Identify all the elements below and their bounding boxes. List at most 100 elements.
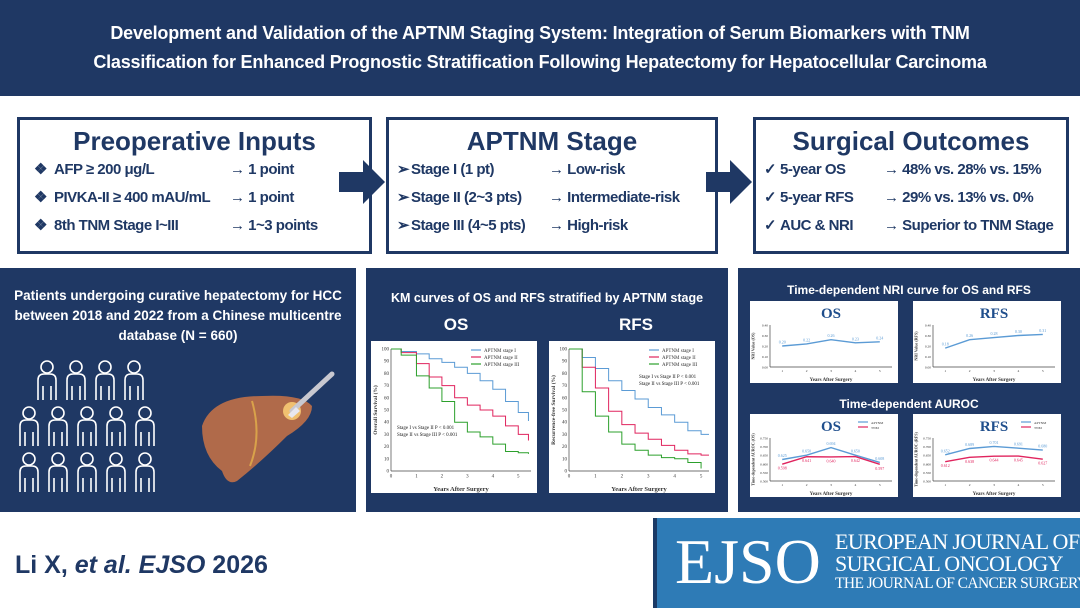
y-tick-label: 0.30 xyxy=(925,334,931,338)
chart-title: RFS xyxy=(980,306,1008,322)
x-tick-label: 5 xyxy=(700,475,703,480)
data-label: 0.680 xyxy=(1038,444,1047,449)
citation: Li X, et al. EJSO 2026 xyxy=(15,551,268,580)
x-tick-label: 5 xyxy=(879,483,881,487)
legend-label: APTNM stage III xyxy=(662,363,698,368)
x-tick-label: 2 xyxy=(969,483,971,487)
liver-scalpel-icon xyxy=(202,371,335,483)
legend-label: APTNM stage I xyxy=(662,349,694,354)
title-line-2: Classification for Enhanced Prognostic S… xyxy=(93,52,987,72)
list-item: ❖ AFP ≥ 200 μg/L → 1 point xyxy=(20,156,369,184)
list-item: ➢ Stage III (4~5 pts) → High-risk xyxy=(389,212,715,240)
y-tick-label: 100 xyxy=(560,348,568,353)
list-item: ➢ Stage I (1 pt) → Low-risk xyxy=(389,156,715,184)
x-tick-label: 5 xyxy=(1042,369,1044,373)
item-label: Stage II (2~3 pts) xyxy=(411,189,522,206)
y-axis-label: NRI Value (RFS) xyxy=(914,331,919,361)
y-tick-label: 0.10 xyxy=(925,355,931,359)
x-tick-label: 2 xyxy=(806,483,808,487)
item-bullet: ❖ xyxy=(34,161,47,178)
annotation: Stage I vs Stage II P < 0.001 xyxy=(397,426,455,431)
y-tick-label: 0.20 xyxy=(762,345,768,349)
series-line xyxy=(944,333,1043,349)
y-tick-label: 0.00 xyxy=(925,366,931,370)
logo-line-3: THE JOURNAL OF CANCER SURGERY xyxy=(835,575,1080,592)
citation-year: 2026 xyxy=(205,551,268,579)
y-tick-label: 0.700 xyxy=(923,445,931,449)
x-axis-label: Years After Surgery xyxy=(611,486,667,493)
y-tick-label: 80 xyxy=(384,372,390,377)
x-tick-label: 4 xyxy=(855,369,857,373)
legend-label: TNM xyxy=(871,426,880,430)
os-label: OS xyxy=(443,315,469,334)
x-tick-label: 2 xyxy=(969,369,971,373)
rfs-nri-chart: 0.00 0.10 0.20 0.30 0.40 1 2 3 4 5 Years After Sur… xyxy=(913,301,1061,383)
y-tick-label: 70 xyxy=(562,384,568,389)
series-line xyxy=(782,338,880,347)
km-curves-panel: KM curves of OS and RFS stratified by AP… xyxy=(366,268,728,512)
title-line-1: Development and Validation of the APTNM … xyxy=(110,23,970,43)
nri-heading: Time-dependent NRI curve for OS and RFS xyxy=(787,283,1031,297)
series-line xyxy=(782,446,880,464)
os-nri-chart: 0.00 0.10 0.20 0.30 0.40 1 2 3 4 5 Years After Sur… xyxy=(750,301,898,383)
x-tick-label: 3 xyxy=(647,475,650,480)
y-tick-label: 10 xyxy=(562,457,568,462)
x-tick-label: 2 xyxy=(806,369,808,373)
y-tick-label: 0.650 xyxy=(760,454,768,458)
list-item: ✓ AUC & NRI → Superior to TNM Stage xyxy=(756,212,1066,240)
arrow-right-icon xyxy=(339,160,385,204)
y-tick-label: 60 xyxy=(384,396,390,401)
item-label: AFP ≥ 200 μg/L xyxy=(54,161,155,178)
nri-auroc-panel: Time-dependent NRI curve for OS and RFS … xyxy=(738,268,1080,512)
auroc-heading: Time-dependent AUROC xyxy=(839,397,979,411)
preoperative-inputs-box: Preoperative Inputs ❖ AFP ≥ 200 μg/L → 1 p… xyxy=(17,117,372,254)
y-tick-label: 0.500 xyxy=(923,480,931,484)
data-label: 0.694 xyxy=(827,441,836,446)
y-tick-label: 40 xyxy=(384,421,390,426)
item-bullet: ➢ xyxy=(397,161,410,178)
y-tick-label: 40 xyxy=(562,421,568,426)
y-tick-label: 70 xyxy=(384,384,390,389)
series-line xyxy=(569,348,709,456)
data-label: 0.701 xyxy=(990,440,999,445)
data-label: 0.638 xyxy=(965,459,974,464)
x-tick-label: 4 xyxy=(492,475,495,480)
aptnm-stage-box: APTNM Stage ➢ Stage I (1 pt) → Low-risk ➢ St… xyxy=(386,117,718,254)
x-tick-label: 4 xyxy=(673,475,676,480)
logo-line-2: SURGICAL ONCOLOGY xyxy=(835,551,1064,576)
x-tick-label: 5 xyxy=(879,369,881,373)
y-axis-label: Time-dependent AUROC (RFS) xyxy=(914,432,919,487)
item-label: Stage I (1 pt) xyxy=(411,161,495,178)
os-km-chart: 0 10 20 30 40 50 60 70 80 90 100 0 1 2 3 4 5 Years After … xyxy=(371,341,537,493)
x-axis-label: Years After Surgery xyxy=(973,492,1016,497)
data-label: 0.645 xyxy=(1014,458,1023,463)
chart-title: OS xyxy=(821,306,841,322)
x-tick-label: 0 xyxy=(390,475,393,480)
item-bullet: ➢ xyxy=(397,189,410,206)
y-axis-label: Time-dependent AUROC (OS) xyxy=(751,433,756,486)
data-label: 0.642 xyxy=(851,458,860,463)
x-axis-label: Years After Surgery xyxy=(433,486,489,493)
y-tick-label: 90 xyxy=(384,360,390,365)
x-tick-label: 1 xyxy=(944,369,946,373)
data-label: 0.22 xyxy=(803,337,810,342)
citation-etal: et al. xyxy=(74,551,139,579)
box-heading: APTNM Stage xyxy=(466,126,638,156)
item-result: → 1 point xyxy=(230,189,294,206)
chart-title: OS xyxy=(821,419,841,435)
y-tick-label: 0.600 xyxy=(760,462,768,466)
legend-label: APTNM stage III xyxy=(484,363,520,368)
item-label: AUC & NRI xyxy=(780,217,854,234)
x-tick-label: 1 xyxy=(944,483,946,487)
series-line xyxy=(945,455,1043,463)
citation-journal: EJSO xyxy=(138,551,206,579)
list-item: ❖ 8th TNM Stage I~III → 1~3 points xyxy=(20,212,369,240)
data-label: 0.26 xyxy=(966,333,973,338)
data-label: 0.689 xyxy=(965,442,974,447)
data-label: 0.625 xyxy=(778,453,787,458)
annotation: Stage II vs Stage III P < 0.001 xyxy=(397,433,458,438)
rfs-label: RFS xyxy=(619,315,653,334)
list-item: ✓ 5-year RFS → 29% vs. 13% vs. 0% xyxy=(756,184,1066,212)
y-tick-label: 20 xyxy=(384,445,390,450)
x-tick-label: 5 xyxy=(1042,483,1044,487)
